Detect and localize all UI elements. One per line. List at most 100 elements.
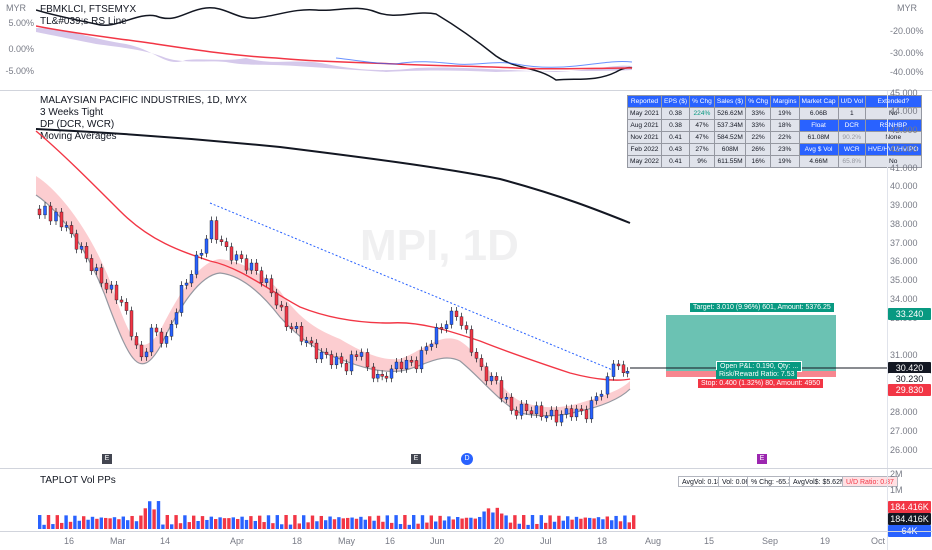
rs-left-tick-3: -5.00% [5, 66, 34, 76]
dividend-marker[interactable]: D [461, 453, 473, 465]
volume-bar [236, 518, 240, 529]
volume-bar [495, 507, 499, 529]
candle-body [349, 354, 354, 372]
volume-bar [143, 508, 147, 529]
volume-bar [504, 515, 508, 529]
rs-area-purple [36, 28, 632, 72]
volume-bar [297, 523, 301, 529]
volume-bar [592, 518, 596, 529]
volume-bar [280, 524, 284, 529]
volume-axis[interactable]: 2M 1M [887, 469, 932, 531]
date-label: 18 [597, 536, 608, 546]
earnings-marker[interactable]: E [102, 454, 112, 464]
cell: WCR [837, 143, 866, 156]
earnings-marker[interactable]: E [411, 454, 421, 464]
candle-body [499, 380, 504, 399]
volume-bar [46, 515, 51, 529]
volume-bar [548, 515, 552, 529]
fundamentals-table[interactable]: Reported EPS ($) % Chg Sales ($) % Chg M… [627, 95, 922, 168]
volume-title[interactable]: TAPLOT Vol PPs [40, 475, 116, 486]
price-axis[interactable]: 45.000 44.000 43.000 42.000 41.000 40.00… [887, 88, 932, 468]
date-label: Jun [430, 536, 445, 546]
price-tick: 37.000 [890, 238, 918, 248]
date-label: 16 [385, 536, 396, 546]
th-sales-chg: % Chg [745, 95, 772, 108]
volume-bar [473, 518, 477, 529]
candle-body [184, 282, 189, 286]
volume-bar [341, 518, 345, 529]
volume-bar [117, 519, 121, 529]
candle-body [189, 274, 194, 284]
volume-bar [95, 518, 99, 529]
volume-bar [425, 522, 429, 529]
pane-separator-bottom[interactable] [0, 468, 932, 469]
volume-bar [77, 520, 81, 529]
candle-body [284, 306, 289, 328]
candle-body [404, 359, 409, 370]
volume-bar [574, 516, 579, 529]
cell: 22% [745, 131, 772, 144]
candle-body [519, 403, 524, 416]
volume-bar [416, 523, 420, 529]
volume-bar [222, 518, 227, 529]
volume-bar [99, 517, 103, 529]
entry-price-tag: 30.230 [888, 373, 931, 385]
target-label[interactable]: Target: 3.010 (9.96%) 601, Amount: 5376.… [690, 303, 834, 312]
volume-bar [346, 517, 350, 529]
volume-bar [214, 519, 218, 529]
candle-body [99, 267, 104, 284]
settings-corner[interactable] [887, 531, 932, 550]
volume-bar [82, 516, 86, 529]
volume-bar [596, 517, 601, 529]
price-pane[interactable]: MALAYSIAN PACIFIC INDUSTRIES, 1D, MYX 3 … [0, 91, 922, 468]
cell: 16% [745, 155, 772, 168]
rs-legend-symbol[interactable]: FBMKLCI, FTSEMYX [40, 4, 137, 15]
cell: 1 [837, 107, 866, 120]
th-sales: Sales ($) [713, 95, 747, 108]
candle-body [259, 270, 264, 283]
volume-bar [539, 515, 543, 529]
cell: 526.62M [713, 107, 747, 120]
volume-bar [209, 516, 213, 529]
volume-pane[interactable]: TAPLOT Vol PPs [0, 469, 887, 531]
volume-bar [64, 515, 68, 529]
candle-body [564, 408, 569, 415]
volume-bar [381, 521, 385, 529]
price-tick: 26.000 [890, 445, 918, 455]
price-tick: 39.000 [890, 200, 918, 210]
candle-body [594, 396, 599, 401]
candle-body [149, 327, 154, 353]
cell: 26% [745, 143, 772, 156]
candle-body [119, 299, 124, 303]
indicator-dp[interactable]: DP (DCR, WCR) [40, 119, 115, 130]
volume-bar [390, 522, 394, 529]
vol-badge-ud-ratio: U/D Ratio: 0.87 [842, 476, 898, 487]
volume-bar [394, 515, 398, 529]
volume-bar [398, 524, 403, 529]
volume-bar [324, 520, 328, 529]
volume-bar [513, 515, 517, 529]
volume-bar [363, 519, 367, 529]
time-axis[interactable]: 16 Mar 14 Apr 18 May 16 Jun 20 Jul 18 Au… [0, 531, 887, 550]
ma-line-red-fast [35, 130, 631, 381]
candle-body [409, 359, 414, 363]
price-tick: 44.000 [890, 106, 918, 116]
indicator-ma[interactable]: Moving Averages [40, 131, 117, 142]
candle-body [589, 400, 594, 420]
volume-bar [561, 520, 565, 529]
earnings-marker[interactable]: E [757, 454, 767, 464]
pane-separator-top[interactable] [0, 90, 932, 91]
rs-pane[interactable]: MYR FBMKLCI, FTSEMYX TL&#039;s RS Line 5… [0, 0, 924, 90]
candle-body [544, 415, 549, 419]
date-label: 20 [494, 536, 505, 546]
candle-body [616, 363, 621, 367]
volume-bar [231, 517, 235, 529]
chart-title[interactable]: MALAYSIAN PACIFIC INDUSTRIES, 1D, MYX [40, 95, 247, 106]
volume-bar [517, 523, 521, 529]
volume-bar [108, 518, 112, 529]
stop-label[interactable]: Stop: 0.400 (1.32%) 80, Amount: 4950 [698, 379, 824, 388]
cell: 9% [689, 155, 715, 168]
indicator-3wt[interactable]: 3 Weeks Tight [40, 107, 104, 118]
cell: 47% [689, 131, 715, 144]
volume-bar [552, 521, 557, 529]
